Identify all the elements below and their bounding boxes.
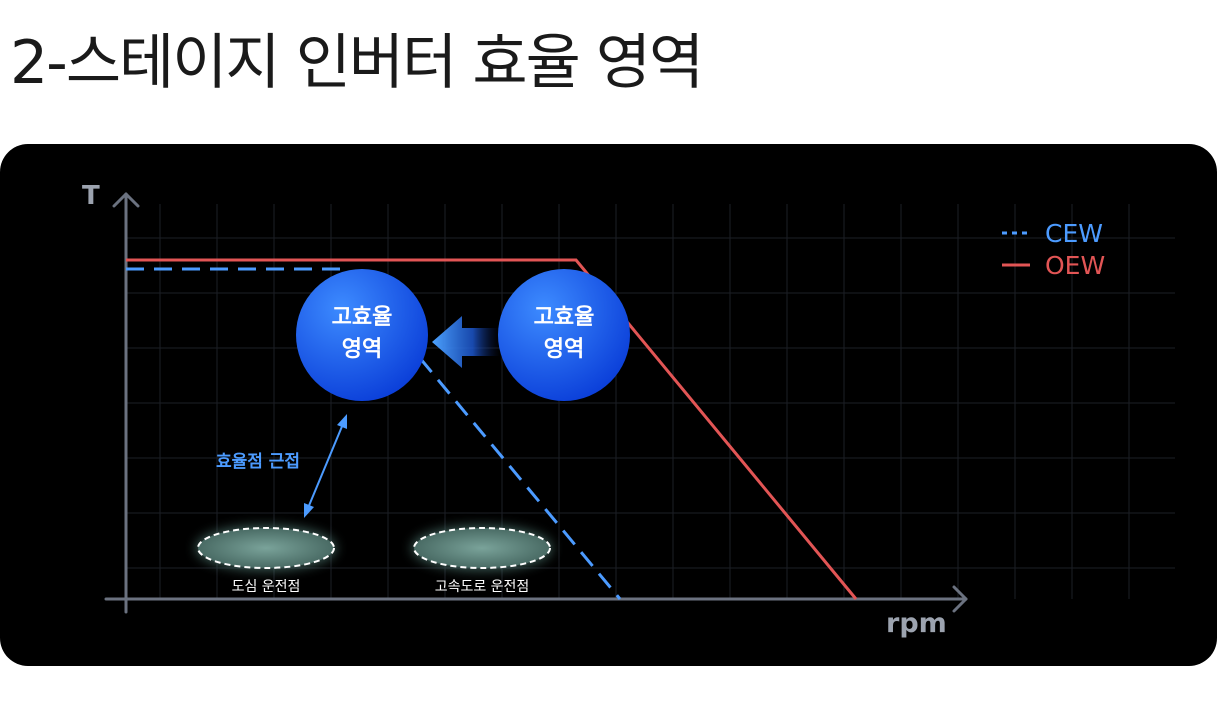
zone-left-line1: 고효율 xyxy=(332,305,393,330)
legend-cew-label: CEW xyxy=(1045,219,1103,248)
page-title: 2-스테이지 인버터 효율 영역 xyxy=(10,28,704,98)
operating-point-city-label: 도심 운전점 xyxy=(232,579,301,595)
operating-point-city: 도심 운전점 xyxy=(196,526,336,595)
zone-right: 고효율 영역 xyxy=(498,269,630,401)
y-axis-label: T xyxy=(82,181,100,211)
axes xyxy=(104,192,968,614)
oew-curve xyxy=(126,258,858,600)
zone-right-line2: 영역 xyxy=(544,337,584,362)
zone-left: 고효율 영역 xyxy=(296,269,428,401)
proximity-arrow-icon xyxy=(304,414,347,518)
zone-right-line1: 고효율 xyxy=(534,305,595,330)
proximity-label: 효율점 근접 xyxy=(216,452,300,472)
x-axis-label: rpm xyxy=(886,608,947,639)
cew-curve xyxy=(126,267,622,600)
operating-point-highway: 고속도로 운전점 xyxy=(412,526,552,595)
x-axis-arrow xyxy=(952,585,968,613)
shift-arrow-icon xyxy=(432,316,500,368)
legend-oew-label: OEW xyxy=(1045,251,1105,280)
diagram-panel: T rpm CEW OEW 고효율 영역 고효율 영역 xyxy=(0,144,1217,666)
y-axis-arrow xyxy=(112,192,140,208)
zone-left-line2: 영역 xyxy=(342,337,382,362)
operating-point-highway-label: 고속도로 운전점 xyxy=(435,579,530,595)
grid xyxy=(126,204,1175,599)
diagram-canvas: T rpm CEW OEW 고효율 영역 고효율 영역 xyxy=(82,181,1175,639)
legend: CEW OEW xyxy=(1002,219,1105,280)
